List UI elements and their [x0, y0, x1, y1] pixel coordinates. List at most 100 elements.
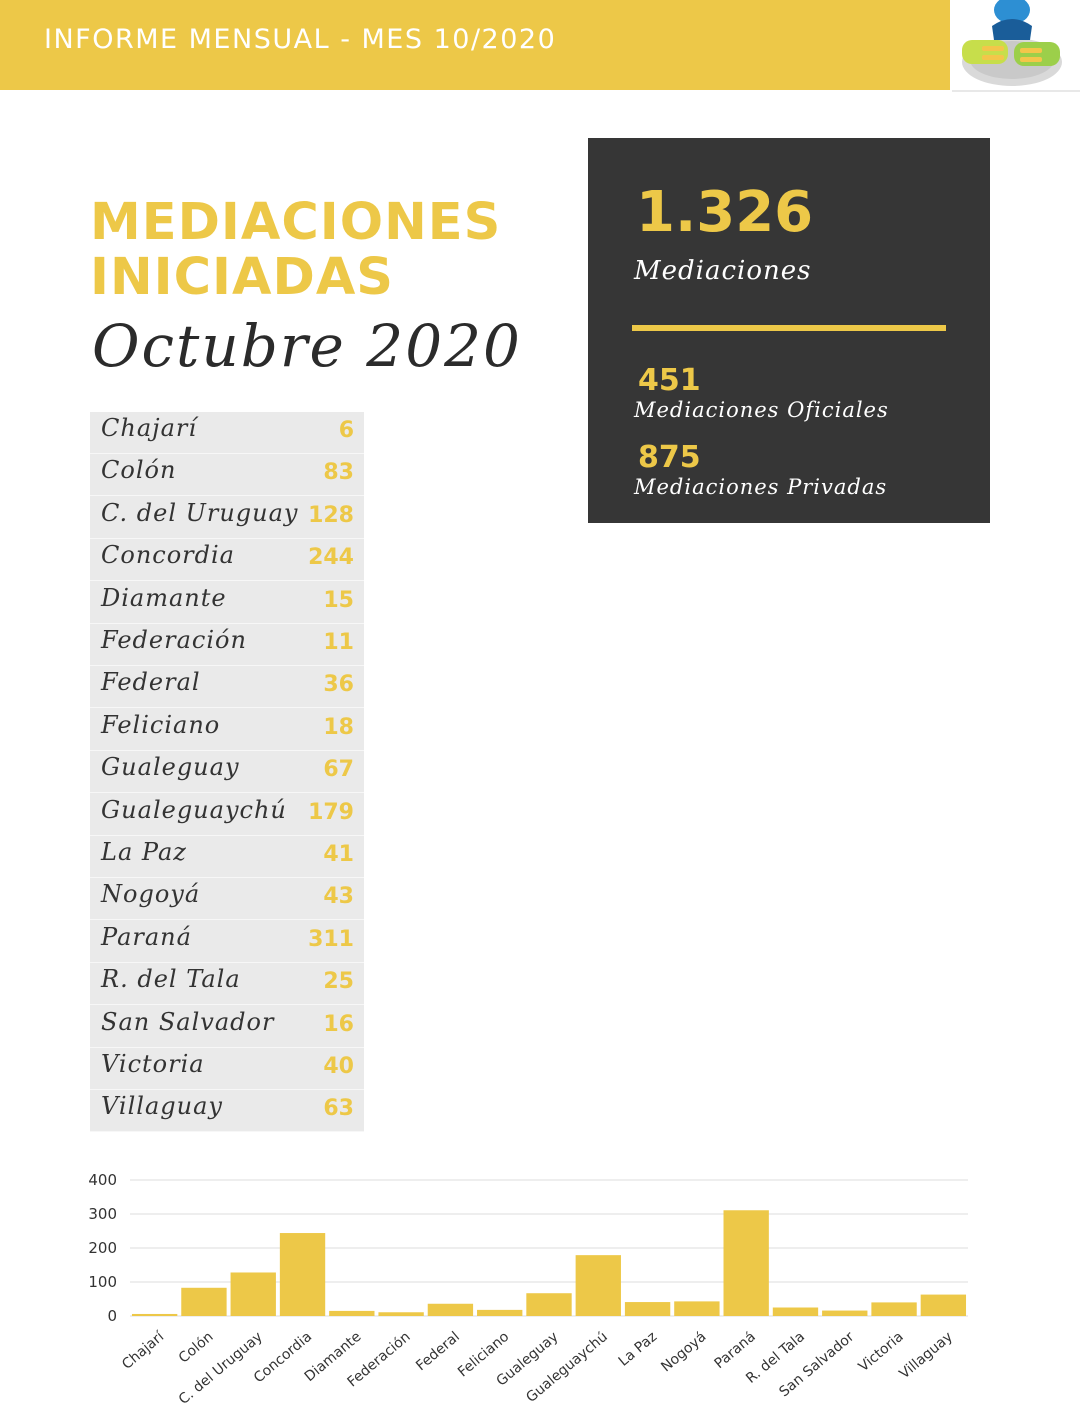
- city-value: 179: [308, 799, 354, 825]
- city-name: C. del Uruguay: [101, 498, 299, 527]
- city-value: 41: [323, 842, 354, 867]
- period-subtitle: Octubre 2020: [92, 312, 522, 380]
- city-name: La Paz: [101, 838, 187, 866]
- city-value: 36: [323, 672, 354, 698]
- city-name: San Salvador: [101, 1007, 275, 1036]
- table-row: Nogoyá 43: [90, 878, 364, 921]
- bar: [279, 1233, 326, 1316]
- bar: [131, 1313, 178, 1316]
- table-row: Diamante 15: [90, 582, 364, 624]
- row-divider: [90, 622, 364, 624]
- heading-line-2: INICIADAS: [90, 248, 395, 307]
- bar: [575, 1255, 621, 1316]
- table-row: Gualeguaychú 179: [90, 794, 364, 836]
- main-heading: MEDIACIONES INICIADAS: [90, 195, 501, 305]
- row-divider: [90, 877, 364, 878]
- row-divider: [90, 707, 364, 709]
- bar: [329, 1310, 375, 1316]
- row-divider: [90, 1089, 364, 1090]
- bar: [772, 1307, 819, 1316]
- table-row: Gualeguay 67: [90, 751, 364, 794]
- city-name: Colón: [101, 456, 177, 485]
- row-divider: [90, 834, 364, 836]
- city-value: 16: [323, 1011, 354, 1037]
- city-name: Nogoyá: [101, 880, 201, 909]
- privadas-value: 875: [638, 440, 701, 475]
- row-divider: [90, 792, 364, 794]
- city-value: 40: [323, 1054, 354, 1079]
- y-tick-label: 200: [88, 1239, 117, 1257]
- table-row: Concordia 244: [90, 539, 364, 582]
- bar: [871, 1302, 917, 1316]
- table-row: C. del Uruguay 128: [90, 497, 364, 539]
- bar: [427, 1303, 474, 1316]
- bar: [674, 1301, 720, 1316]
- y-tick-label: 300: [88, 1205, 117, 1223]
- bar: [624, 1302, 671, 1316]
- city-table: Chajarí 6 Colón 83 C. del Uruguay 128 Concordi…: [90, 412, 364, 1133]
- x-tick-label: C. del Uruguay: [176, 1329, 266, 1408]
- row-divider: [90, 665, 364, 666]
- city-name: Diamante: [101, 583, 227, 612]
- table-row: Feliciano 18: [90, 709, 364, 751]
- bar: [181, 1287, 227, 1316]
- city-name: Gualeguay: [101, 753, 240, 782]
- y-tick-label: 100: [88, 1273, 117, 1291]
- city-name: Federación: [101, 626, 247, 654]
- city-name: Chajarí: [101, 414, 198, 442]
- row-divider: [90, 749, 364, 751]
- table-row: Victoria 40: [90, 1048, 364, 1090]
- oficiales-value: 451: [638, 363, 701, 398]
- row-divider: [90, 495, 364, 497]
- city-value: 83: [323, 460, 354, 486]
- x-tick-label: Chajarí: [119, 1328, 168, 1373]
- city-value: 6: [338, 418, 354, 443]
- bar: [920, 1294, 967, 1316]
- row-divider: [90, 580, 364, 582]
- city-value: 67: [323, 757, 354, 783]
- city-value: 43: [323, 884, 354, 910]
- x-tick-label: La Paz: [616, 1329, 660, 1370]
- city-value: 11: [323, 630, 354, 655]
- table-row: Villaguay 63: [90, 1090, 364, 1133]
- bar: [822, 1310, 868, 1316]
- x-tick-label: Villaguay: [896, 1329, 955, 1382]
- y-tick-label: 400: [88, 1171, 117, 1189]
- x-tick-label: Paraná: [712, 1329, 759, 1372]
- summary-panel: 1.326 Mediaciones 451 Mediaciones Oficia…: [588, 138, 990, 523]
- table-row: Colón 83: [90, 454, 364, 497]
- privadas-label: Mediaciones Privadas: [634, 475, 888, 499]
- city-value: 25: [323, 969, 354, 995]
- row-divider: [90, 1131, 364, 1133]
- city-value: 63: [323, 1096, 354, 1122]
- mediation-hands-logo: [952, 0, 1080, 92]
- city-name: Concordia: [101, 541, 235, 570]
- city-name: Victoria: [101, 1050, 205, 1078]
- total-label: Mediaciones: [634, 256, 812, 286]
- row-divider: [90, 537, 364, 539]
- table-row: Chajarí 6: [90, 412, 364, 454]
- table-row: La Paz 41: [90, 836, 364, 878]
- report-title: INFORME MENSUAL - MES 10/2020: [44, 24, 557, 55]
- row-divider: [90, 961, 364, 963]
- table-row: Paraná 311: [90, 921, 364, 963]
- header-bar: INFORME MENSUAL - MES 10/2020: [0, 0, 950, 90]
- row-divider: [90, 919, 364, 921]
- table-row: San Salvador 16: [90, 1006, 364, 1048]
- table-row: Federal 36: [90, 666, 364, 709]
- city-value: 311: [308, 926, 354, 952]
- city-value: 128: [308, 502, 354, 528]
- city-name: Federal: [101, 668, 201, 697]
- city-value: 244: [308, 545, 354, 571]
- row-divider: [90, 453, 364, 454]
- row-divider: [90, 1004, 364, 1006]
- bar: [477, 1309, 523, 1316]
- x-tick-label: Colón: [176, 1329, 217, 1367]
- total-value: 1.326: [636, 180, 814, 245]
- city-value: 15: [323, 587, 354, 613]
- table-row: R. del Tala 25: [90, 963, 364, 1006]
- city-name: Gualeguaychú: [101, 795, 287, 824]
- table-row: Federación 11: [90, 624, 364, 666]
- bar: [723, 1210, 769, 1316]
- y-tick-label: 0: [107, 1307, 117, 1325]
